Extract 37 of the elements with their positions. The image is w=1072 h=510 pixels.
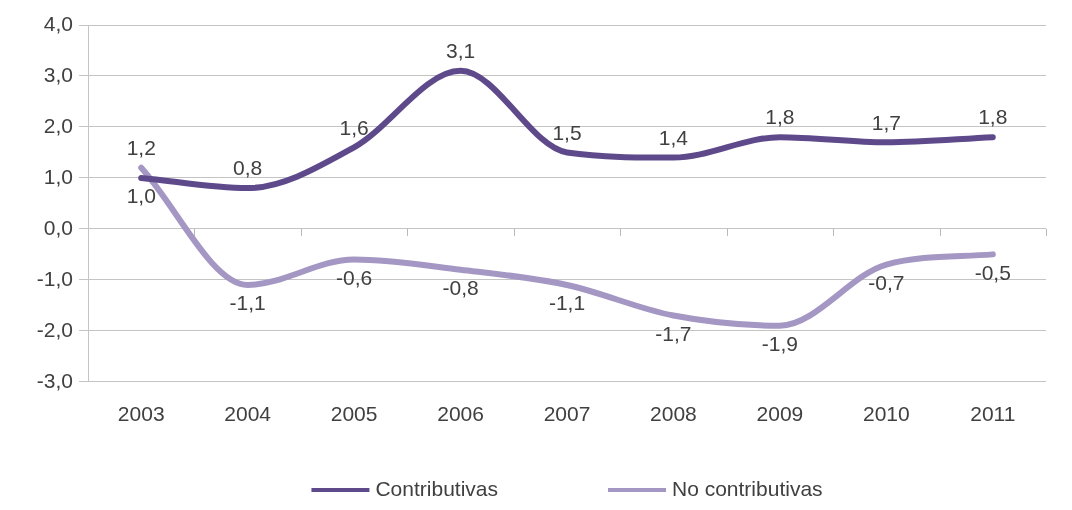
y-tick-label: 2,0 xyxy=(43,113,73,137)
data-label: 1,6 xyxy=(339,115,369,139)
x-tick-label: 2004 xyxy=(224,402,272,426)
legend-label: Contributivas xyxy=(375,476,498,500)
data-label: -1,7 xyxy=(655,321,692,345)
data-label: -0,8 xyxy=(442,275,479,299)
y-tick-label: 0,0 xyxy=(43,215,73,239)
x-tick-label: 2010 xyxy=(862,402,910,426)
y-tick-label: 3,0 xyxy=(43,62,73,86)
x-tick-label: 2009 xyxy=(756,402,804,426)
x-tick-label: 2007 xyxy=(543,402,591,426)
x-tick-label: 2011 xyxy=(970,402,1016,426)
y-tick-label: 4,0 xyxy=(43,11,73,35)
data-label: 0,8 xyxy=(233,156,263,180)
data-label: 1,8 xyxy=(978,105,1008,129)
data-label: -0,6 xyxy=(336,265,373,289)
x-tick-label: 2003 xyxy=(117,402,165,426)
data-label: 1,7 xyxy=(871,110,901,134)
data-label: 1,0 xyxy=(126,184,156,208)
x-tick-label: 2005 xyxy=(330,402,378,426)
y-tick-label: -2,0 xyxy=(36,317,73,341)
data-label: 3,1 xyxy=(445,39,476,63)
data-label: 1,4 xyxy=(658,125,689,149)
data-label: -1,1 xyxy=(548,291,586,315)
x-tick-label: 2008 xyxy=(650,402,697,426)
data-label: 1,5 xyxy=(552,120,582,144)
x-tick-label: 2006 xyxy=(437,402,484,426)
legend-label: No contributivas xyxy=(671,476,823,500)
y-tick-label: 1,0 xyxy=(43,164,73,188)
data-label: -1,9 xyxy=(761,332,798,356)
data-label: -0,7 xyxy=(868,270,905,294)
data-label: 1,8 xyxy=(765,105,795,129)
data-label: -0,5 xyxy=(974,260,1011,284)
data-label: 1,2 xyxy=(126,136,156,160)
y-tick-label: -1,0 xyxy=(36,266,73,290)
data-label: -1,1 xyxy=(229,291,266,315)
y-tick-label: -3,0 xyxy=(36,368,73,392)
